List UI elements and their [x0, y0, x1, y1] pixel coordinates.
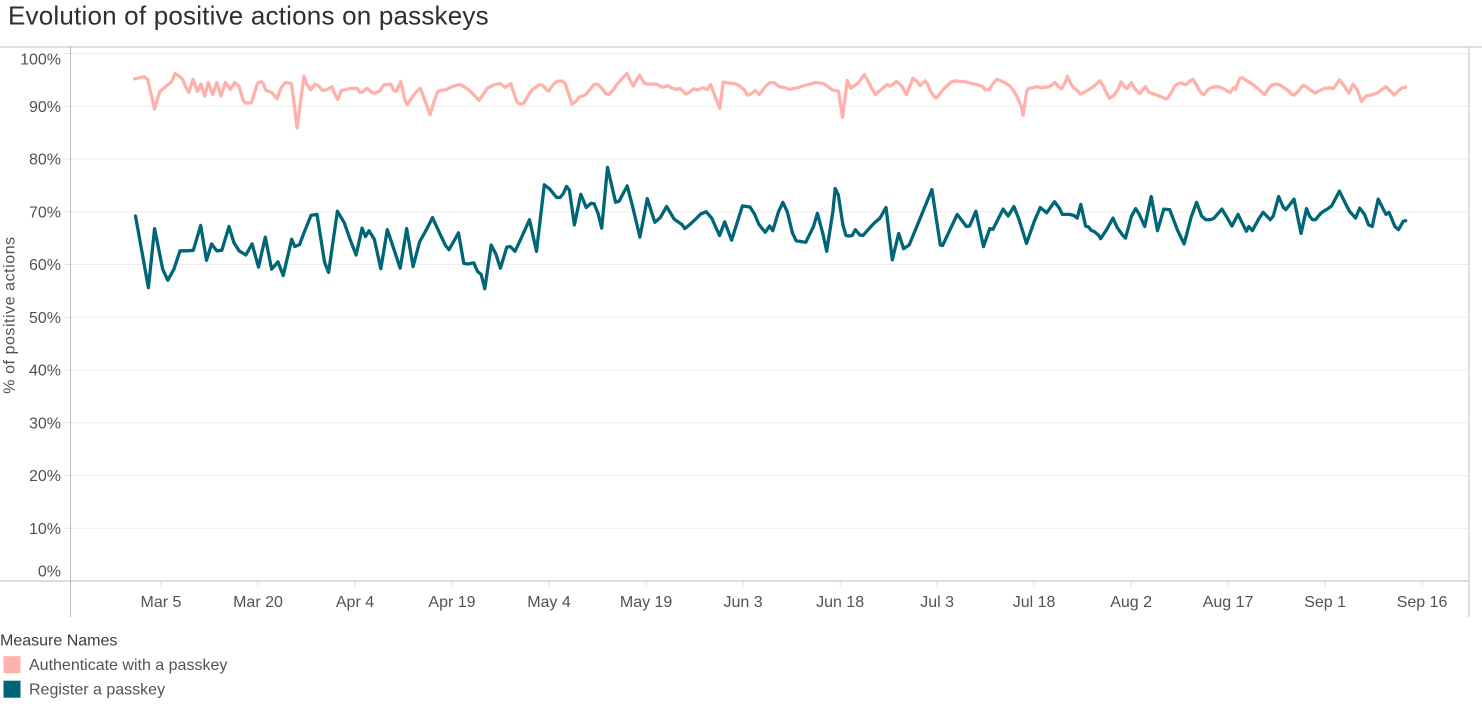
svg-text:May 4: May 4: [527, 594, 571, 611]
svg-text:20%: 20%: [29, 468, 61, 485]
svg-text:70%: 70%: [29, 204, 61, 221]
svg-text:60%: 60%: [29, 257, 61, 274]
svg-text:40%: 40%: [29, 363, 61, 380]
svg-text:Mar 5: Mar 5: [141, 594, 182, 611]
svg-text:10%: 10%: [29, 521, 61, 538]
svg-text:50%: 50%: [29, 310, 61, 327]
svg-text:Jul 18: Jul 18: [1013, 594, 1056, 611]
svg-text:Sep 1: Sep 1: [1304, 594, 1346, 611]
svg-text:Measure Names: Measure Names: [0, 633, 117, 650]
svg-text:Jul 3: Jul 3: [920, 594, 954, 611]
svg-text:Apr 4: Apr 4: [336, 594, 374, 611]
svg-text:May 19: May 19: [620, 594, 673, 611]
svg-text:100%: 100%: [20, 52, 61, 69]
svg-text:Evolution of positive actions: Evolution of positive actions on passkey…: [8, 1, 489, 31]
svg-text:Aug 2: Aug 2: [1110, 594, 1152, 611]
svg-text:Apr 19: Apr 19: [428, 594, 475, 611]
svg-text:Aug 17: Aug 17: [1203, 594, 1254, 611]
svg-text:Authenticate with a passkey: Authenticate with a passkey: [29, 657, 227, 674]
svg-text:Sep 16: Sep 16: [1397, 594, 1448, 611]
svg-text:% of positive actions: % of positive actions: [2, 236, 19, 393]
svg-text:Mar 20: Mar 20: [233, 594, 283, 611]
svg-text:90%: 90%: [29, 99, 61, 116]
svg-text:Jun 18: Jun 18: [816, 594, 864, 611]
svg-text:Jun 3: Jun 3: [724, 594, 763, 611]
svg-text:Register a passkey: Register a passkey: [29, 682, 165, 699]
svg-text:0%: 0%: [38, 563, 61, 580]
svg-text:80%: 80%: [29, 152, 61, 169]
svg-text:30%: 30%: [29, 415, 61, 432]
